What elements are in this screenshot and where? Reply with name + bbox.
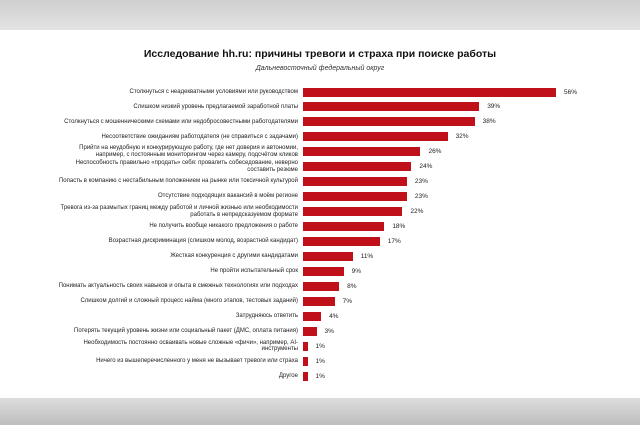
- value-label: 3%: [324, 327, 334, 335]
- value-label: 22%: [410, 208, 424, 216]
- category-label: Столкнуться с неадекватными условиями ил…: [129, 88, 298, 95]
- bar: [303, 371, 308, 381]
- category-label: Затрудняюсь ответить: [235, 312, 298, 319]
- value-label: 23%: [414, 193, 428, 201]
- category-label: Не получить вообще никакого предложения …: [149, 223, 298, 230]
- bar: [303, 192, 407, 202]
- category-label: Другое: [278, 372, 298, 379]
- value-label: 1%: [315, 342, 325, 350]
- value-label: 23%: [414, 178, 428, 186]
- bar: [303, 251, 353, 261]
- value-label: 9%: [351, 267, 362, 275]
- bar: [303, 177, 407, 187]
- value-label: 17%: [387, 238, 401, 245]
- bar: [303, 147, 421, 157]
- value-label: 26%: [428, 148, 442, 156]
- value-label: 8%: [347, 282, 357, 290]
- value-label: 7%: [342, 297, 353, 305]
- category-label: Возрастная дискриминация (слишком молод,…: [108, 238, 298, 245]
- bar: [303, 117, 475, 127]
- category-label: Прийти на неудобную и конкурирующую рабо…: [79, 145, 298, 158]
- bar: [303, 356, 308, 366]
- category-label: Потерять текущий уровень жизни или социа…: [74, 327, 298, 334]
- chart-title: Исследование hh.ru: причины тревоги и ст…: [143, 48, 497, 60]
- category-label: Тревога из-за размытых границ между рабо…: [60, 205, 299, 218]
- value-label: 32%: [455, 133, 469, 141]
- bar: [303, 207, 403, 217]
- category-label: Не пройти испытательный срок: [210, 268, 298, 275]
- category-label: Отсутствие подходящих вакансий в моём ре…: [158, 193, 298, 200]
- value-label: 4%: [329, 312, 339, 320]
- category-label: Необходимость постоянно осваивать новые …: [83, 339, 298, 353]
- bar: [303, 87, 556, 97]
- value-label: 11%: [360, 252, 374, 260]
- bar: [303, 102, 480, 112]
- value-label: 56%: [564, 88, 578, 96]
- category-label: Слишком долгий и сложный процесс найма (…: [80, 298, 298, 304]
- category-label: Несоответствие ожиданиям работодателя (н…: [101, 133, 298, 140]
- value-label: 1%: [315, 357, 325, 365]
- bar: [303, 296, 335, 306]
- chart-subtitle: Дальневосточный федеральный округ: [255, 65, 385, 72]
- category-label: Столкнуться с мошенническими схемами или…: [64, 118, 298, 125]
- category-label: Неспособность правильно «продать» себя: …: [75, 160, 298, 173]
- category-label: Ничего из вышеперечисленного у меня не в…: [96, 357, 298, 364]
- category-label: Понимать актуальность своих навыков и оп…: [58, 283, 298, 290]
- value-label: 38%: [482, 118, 496, 126]
- value-label: 24%: [419, 163, 433, 171]
- category-label: Слишком низкий уровень предлагаемой зара…: [133, 103, 298, 110]
- chart: Исследование hh.ru: причины тревоги и ст…: [0, 30, 640, 398]
- value-label: 39%: [487, 103, 501, 111]
- value-label: 18%: [392, 223, 406, 231]
- bar: [303, 132, 448, 142]
- category-label: Попасть в компанию с нестабильным положе…: [58, 178, 298, 185]
- category-label: Жесткая конкуренция с другими кандидатам…: [170, 253, 298, 260]
- bar: [303, 311, 322, 321]
- bar: [303, 162, 412, 172]
- bar: [303, 341, 308, 351]
- bar: [303, 222, 385, 232]
- bar: [303, 237, 380, 246]
- bar: [303, 326, 317, 336]
- value-label: 1%: [315, 372, 325, 380]
- bar: [303, 266, 344, 276]
- bar: [303, 281, 340, 291]
